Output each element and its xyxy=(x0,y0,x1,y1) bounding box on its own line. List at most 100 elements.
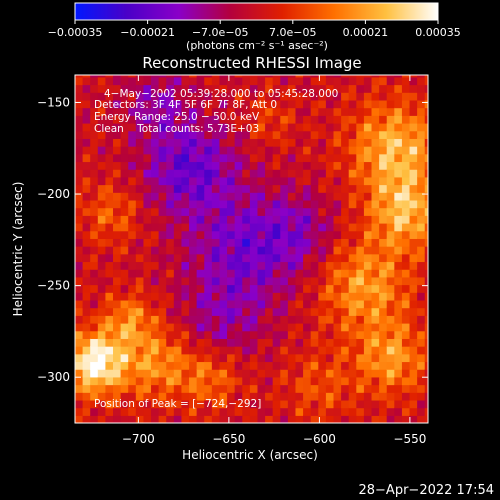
heatmap-cell xyxy=(120,276,129,286)
heatmap-cell xyxy=(120,307,129,316)
heatmap-cell xyxy=(105,207,114,216)
heatmap-cell xyxy=(173,399,183,409)
heatmap-cell xyxy=(272,415,281,423)
heatmap-cell xyxy=(173,161,183,170)
heatmap-cell xyxy=(318,230,327,239)
heatmap-cell xyxy=(135,215,145,224)
heatmap-cell xyxy=(219,84,228,93)
heatmap-cell xyxy=(386,246,395,255)
heatmap-cell xyxy=(120,246,129,255)
heatmap-cell xyxy=(386,176,395,186)
heatmap-cell xyxy=(310,253,319,263)
heatmap-cell xyxy=(295,369,304,378)
heatmap-cell xyxy=(257,176,266,186)
heatmap-cell xyxy=(151,253,160,263)
heatmap-cell xyxy=(242,315,251,324)
heatmap-cell xyxy=(303,75,312,78)
heatmap-cell xyxy=(120,330,129,339)
heatmap-cell xyxy=(333,292,342,301)
heatmap-cell xyxy=(310,176,319,186)
heatmap-cell xyxy=(280,415,289,423)
heatmap-cell xyxy=(75,361,84,370)
heatmap-cell xyxy=(325,238,335,247)
heatmap-cell xyxy=(219,369,228,378)
heatmap-cell xyxy=(325,76,335,86)
heatmap-cell xyxy=(75,330,84,339)
heatmap-cell xyxy=(181,138,190,147)
heatmap-cell xyxy=(128,107,137,116)
heatmap-cell xyxy=(196,115,205,124)
heatmap-cell xyxy=(173,215,183,224)
heatmap-cell xyxy=(303,307,312,316)
heatmap-cell xyxy=(287,161,297,170)
heatmap-cell xyxy=(272,330,281,339)
heatmap-cell xyxy=(287,376,297,386)
heatmap-cell xyxy=(409,215,418,224)
heatmap-cell xyxy=(280,169,289,178)
heatmap-cell xyxy=(249,415,259,423)
heatmap-cell xyxy=(82,153,91,163)
heatmap-cell xyxy=(196,130,205,139)
heatmap-cell xyxy=(113,153,122,163)
heatmap-cell xyxy=(120,292,129,301)
heatmap-cell xyxy=(204,122,213,132)
heatmap-cell xyxy=(227,353,236,363)
heatmap-cell xyxy=(303,253,312,263)
heatmap-cell xyxy=(82,261,91,270)
heatmap-cell xyxy=(310,399,319,409)
heatmap-cell xyxy=(295,107,304,116)
heatmap-cell xyxy=(401,222,411,232)
heatmap-cell xyxy=(272,199,281,209)
heatmap-cell xyxy=(348,284,357,293)
heatmap-cell xyxy=(128,261,137,270)
heatmap-cell xyxy=(219,222,228,232)
heatmap-cell xyxy=(386,76,395,86)
heatmap-cell xyxy=(97,269,107,278)
heatmap-cell xyxy=(386,346,395,355)
heatmap-cell xyxy=(348,230,357,239)
heatmap-cell xyxy=(234,415,243,423)
heatmap-cell xyxy=(341,99,350,109)
heatmap-cell xyxy=(90,330,99,339)
heatmap-cell xyxy=(166,369,175,378)
heatmap-cell xyxy=(295,253,304,263)
heatmap-cell xyxy=(333,192,342,201)
heatmap-cell xyxy=(90,392,99,401)
heatmap-cell xyxy=(97,130,107,139)
heatmap-cell xyxy=(303,215,312,224)
heatmap-cell xyxy=(303,153,312,163)
heatmap-cell xyxy=(189,284,198,293)
heatmap-cell xyxy=(105,230,114,239)
heatmap-cell xyxy=(128,146,137,155)
heatmap-cell xyxy=(75,284,84,293)
heatmap-cell xyxy=(318,192,327,201)
heatmap-cell xyxy=(227,415,236,423)
heatmap-cell xyxy=(196,161,205,170)
heatmap-cell xyxy=(128,222,137,232)
heatmap-cell xyxy=(303,384,312,393)
heatmap-cell xyxy=(325,115,335,124)
heatmap-cell xyxy=(386,122,395,132)
heatmap-cell xyxy=(105,130,114,139)
heatmap-cell xyxy=(341,307,350,316)
heatmap-cell xyxy=(249,253,259,263)
heatmap-cell xyxy=(219,238,228,247)
heatmap-cell xyxy=(310,322,319,332)
heatmap-cell xyxy=(75,369,84,378)
heatmap-cell xyxy=(379,307,388,316)
heatmap-cell xyxy=(196,238,205,247)
heatmap-cell xyxy=(401,230,411,239)
heatmap-cell xyxy=(135,253,145,263)
heatmap-cell xyxy=(371,238,380,247)
heatmap-cell xyxy=(280,238,289,247)
heatmap-cell xyxy=(128,169,137,178)
heatmap-cell xyxy=(257,238,266,247)
heatmap-cell xyxy=(394,307,403,316)
heatmap-cell xyxy=(219,322,228,332)
heatmap-cell xyxy=(424,130,428,139)
heatmap-cell xyxy=(97,146,107,155)
heatmap-cell xyxy=(257,146,266,155)
heatmap-cell xyxy=(417,284,426,293)
heatmap-cell xyxy=(409,315,418,324)
heatmap-cell xyxy=(318,146,327,155)
